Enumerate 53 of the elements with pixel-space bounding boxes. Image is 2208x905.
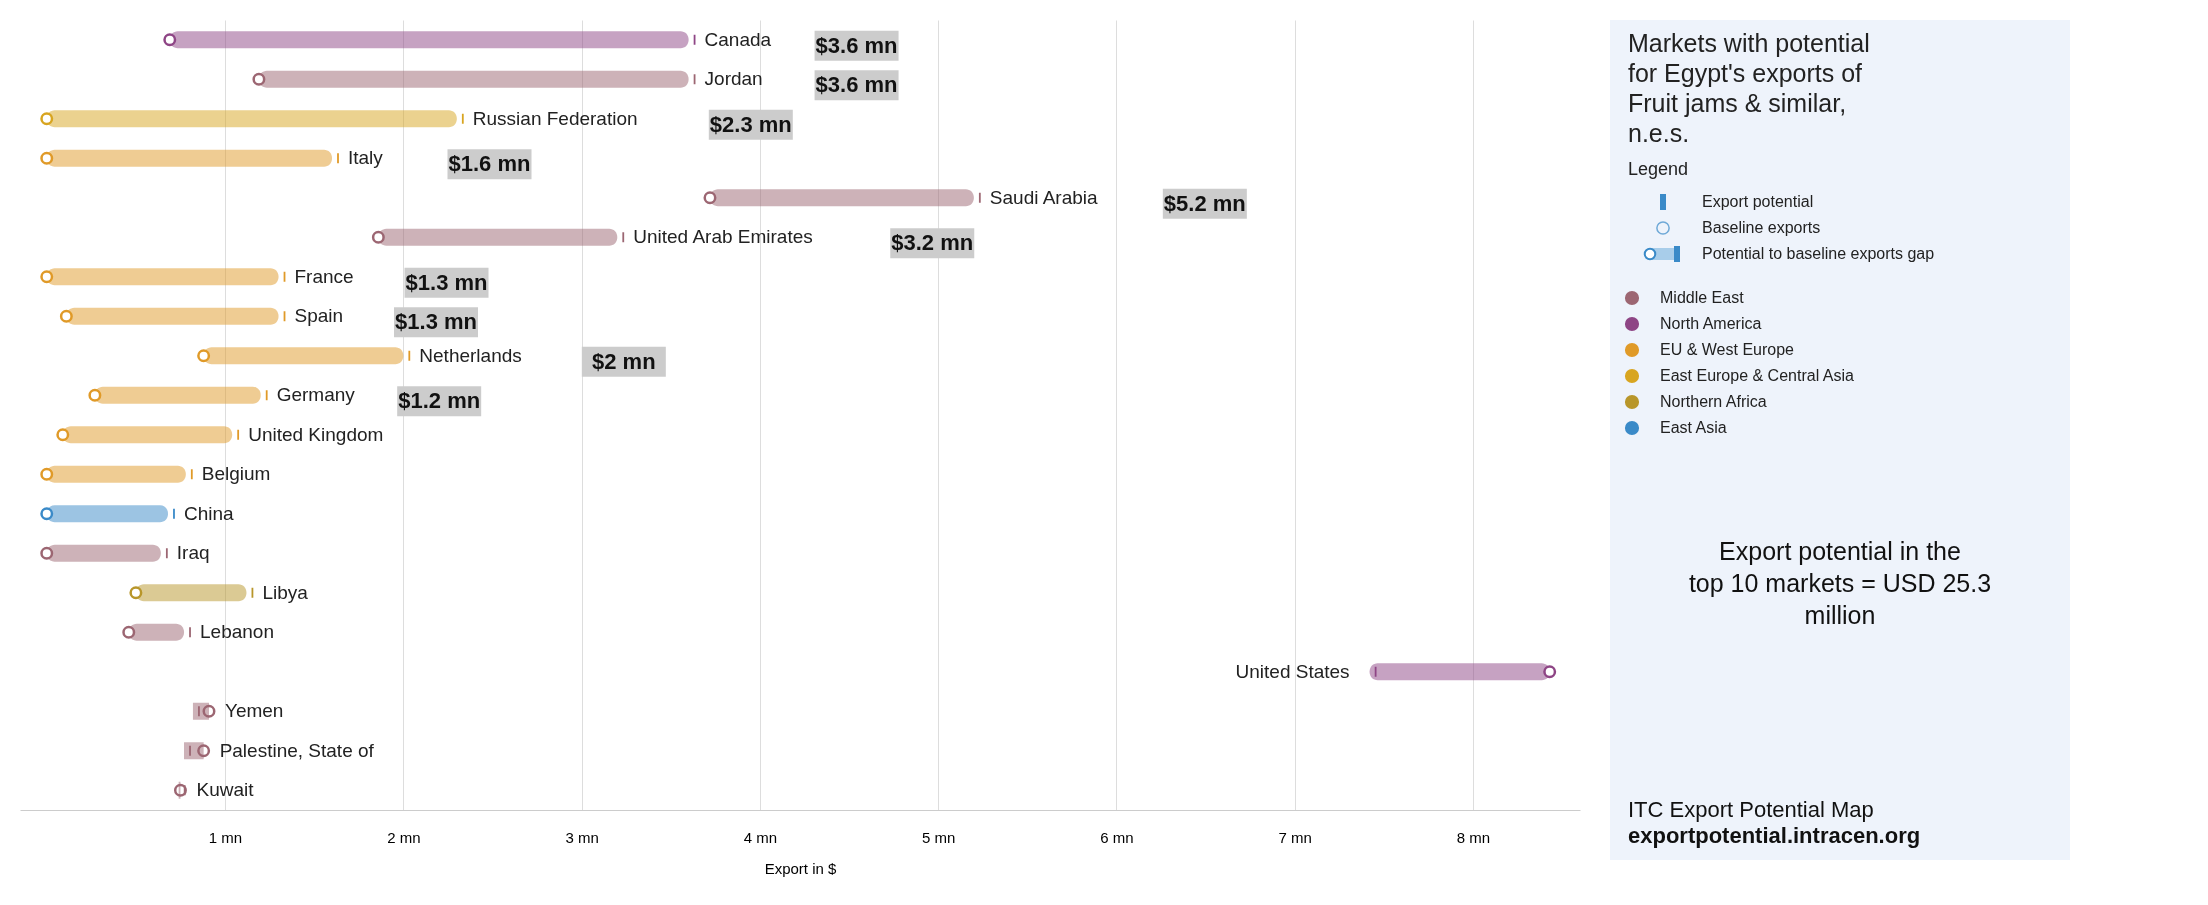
y-tick-label: Germany — [276, 384, 356, 406]
text: Export potential — [1702, 193, 1814, 210]
y-tick-label: Iraq — [176, 542, 210, 564]
x-axis-title: Export in $ — [764, 859, 837, 877]
text: Markets with potential for Egypt's exports of Fruit jams & similar, n.e.s. — [1628, 29, 1870, 147]
y-tick-label: United Arab Emirates — [633, 226, 813, 248]
y-tick-label: Jordan — [704, 68, 763, 90]
text: $3.6 mn — [815, 32, 898, 58]
text: exportpotential.intracen.org — [1628, 823, 1921, 848]
y-tick-label: Canada — [704, 28, 772, 50]
text: $3.2 mn — [891, 230, 974, 256]
legend-label: North America — [1660, 315, 1762, 332]
y-tick-label: Spain — [294, 305, 344, 327]
y-tick-label: Kuwait — [196, 779, 255, 801]
text: $1.3 mn — [405, 269, 488, 295]
text: ITC Export Potential Map — [1628, 797, 1874, 822]
text: $3.6 mn — [815, 72, 898, 98]
y-tick-label: France — [294, 265, 354, 287]
legend-label: East Asia — [1660, 419, 1727, 436]
x-tick-label: 3 mn — [565, 828, 599, 846]
y-tick-label: United Kingdom — [248, 423, 384, 445]
legend-title: Legend — [1628, 159, 1689, 179]
legend-label: EU & West Europe — [1660, 341, 1795, 358]
text: $1.3 mn — [395, 309, 477, 335]
x-tick-label: 1 mn — [208, 828, 243, 846]
y-tick-label: China — [183, 502, 235, 524]
x-tick-label: 2 mn — [387, 828, 421, 846]
text: $2.3 mn — [709, 111, 792, 137]
y-tick-label: Russian Federation — [472, 107, 638, 129]
x-tick-label: 5 mn — [921, 828, 956, 846]
text: $1.6 mn — [448, 151, 531, 177]
y-tick-label: United States — [1235, 660, 1350, 682]
y-tick-label: Netherlands — [419, 344, 522, 366]
y-tick-label: Belgium — [201, 463, 271, 485]
text: $1.2 mn — [398, 388, 481, 414]
text: $5.2 mn — [1163, 190, 1246, 216]
legend-label: Middle East — [1660, 289, 1745, 306]
text: Potential to baseline exports gap — [1702, 245, 1935, 262]
text: Baseline exports — [1702, 219, 1821, 236]
x-tick-label: 7 mn — [1278, 828, 1312, 846]
x-tick-label: 6 mn — [1100, 828, 1134, 846]
text: $2 mn — [592, 348, 656, 374]
x-tick-label: 4 mn — [743, 828, 778, 846]
y-tick-label: Palestine, State of — [219, 739, 375, 761]
legend-label: Northern Africa — [1660, 393, 1767, 410]
y-tick-label: Libya — [262, 581, 309, 603]
x-tick-label: 8 mn — [1456, 828, 1491, 846]
y-tick-label: Italy — [348, 147, 384, 169]
text: Export potential in the top 10 markets = USD 25.3 million — [1688, 537, 1992, 629]
y-tick-label: Saudi Arabia — [989, 186, 1099, 208]
y-tick-label: Lebanon — [200, 621, 274, 643]
legend-label: East Europe & Central Asia — [1660, 367, 1854, 384]
y-tick-label: Yemen — [224, 700, 284, 722]
